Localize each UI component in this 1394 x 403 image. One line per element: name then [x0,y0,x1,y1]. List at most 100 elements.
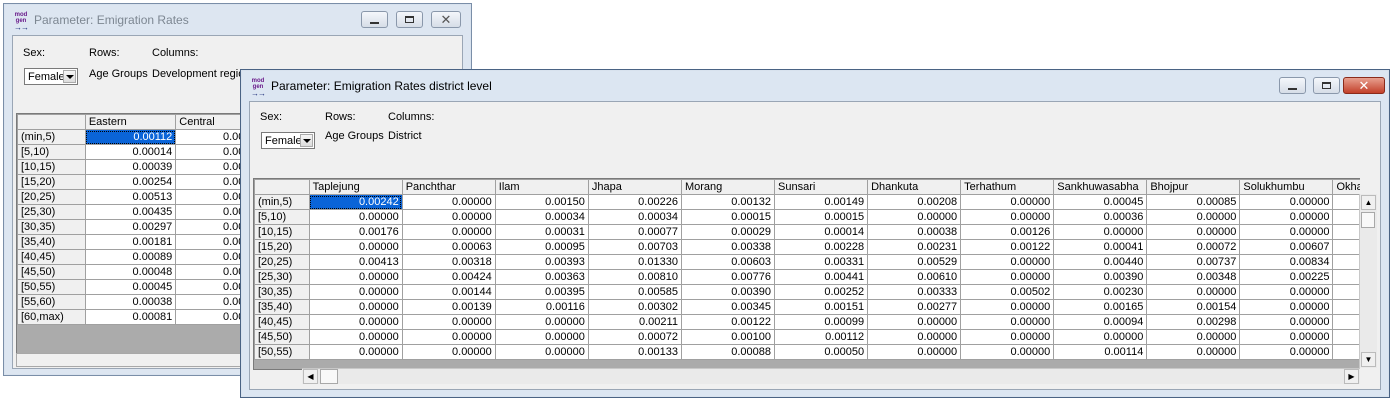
grid-cell[interactable]: 0.00095 [494,239,589,255]
row-header[interactable]: [35,40) [254,299,310,315]
grid-cell[interactable]: 0.00000 [308,299,403,315]
grid-cell[interactable]: 0.00000 [494,329,589,345]
grid-cell[interactable]: 0.00000 [1146,344,1241,360]
row-header[interactable]: (min,5) [17,129,86,145]
grid-cell[interactable]: 0.00139 [401,299,496,315]
column-header[interactable]: Sankhuwasabha [1053,179,1148,195]
grid-cell[interactable]: 0.00000 [960,194,1055,210]
row-header[interactable]: [40,45) [254,314,310,330]
column-header[interactable]: Sunsari [774,179,869,195]
grid-cell[interactable]: 0.00151 [774,299,869,315]
close-button[interactable]: ✕ [1343,77,1385,94]
grid-cell[interactable]: 0.00000 [960,269,1055,285]
row-header[interactable]: [45,50) [17,264,86,280]
grid-cell[interactable]: 0.00126 [960,224,1055,240]
grid-cell[interactable]: 0.00000 [308,209,403,225]
row-header[interactable]: [25,30) [17,204,86,220]
grid-cell[interactable]: 0.00000 [401,344,496,360]
grid-cell[interactable]: 0.00776 [680,269,776,285]
row-header[interactable]: [30,35) [254,284,310,300]
grid-cell[interactable] [1332,239,1360,255]
grid-cell[interactable]: 0.00072 [587,329,682,345]
column-header[interactable]: Jhapa [587,179,682,195]
row-header[interactable]: [25,30) [254,269,310,285]
grid-cell[interactable]: 0.00088 [680,344,776,360]
grid-cell[interactable]: 0.00231 [867,239,962,255]
title-bar[interactable]: mod gen →→ Parameter: Emigration Rates ✕ [4,4,471,34]
scroll-right-icon[interactable]: ▶ [1344,369,1359,384]
grid-cell[interactable] [1332,329,1360,345]
grid-cell[interactable]: 0.00208 [867,194,962,210]
column-header[interactable]: Dhankuta [867,179,962,195]
horizontal-scrollbar[interactable]: ◀ ▶ [302,368,1360,384]
grid-cell[interactable] [1332,314,1360,330]
grid-cell[interactable]: 0.00000 [960,254,1055,270]
grid-cell[interactable] [1332,194,1360,210]
grid-cell[interactable]: 0.00333 [867,284,962,300]
grid-cell[interactable]: 0.00000 [401,224,496,240]
maximize-button[interactable] [1313,77,1340,94]
row-header[interactable]: [30,35) [17,219,86,235]
grid-cell[interactable]: 0.00000 [494,344,589,360]
grid-cell[interactable]: 0.00737 [1146,254,1241,270]
grid-cell[interactable]: 0.00345 [680,299,776,315]
grid-cell[interactable]: 0.00031 [494,224,589,240]
grid-cell[interactable]: 0.00041 [1053,239,1148,255]
grid-cell[interactable]: 0.00703 [587,239,682,255]
grid-cell[interactable]: 0.00211 [587,314,682,330]
grid-cell[interactable]: 0.00039 [84,159,177,175]
column-header[interactable]: Bhojpur [1146,179,1241,195]
column-header[interactable]: Solukhumbu [1239,179,1334,195]
grid-cell[interactable]: 0.01330 [587,254,682,270]
grid-cell[interactable]: 0.00242 [308,194,403,210]
grid-cell[interactable]: 0.00297 [84,219,177,235]
row-header[interactable]: [35,40) [17,234,86,250]
grid-cell[interactable]: 0.00440 [1053,254,1148,270]
grid-cell[interactable]: 0.00603 [680,254,776,270]
grid-cell[interactable]: 0.00228 [774,239,869,255]
scroll-down-icon[interactable]: ▼ [1361,352,1376,367]
grid-cell[interactable]: 0.00029 [680,224,776,240]
grid-cell[interactable]: 0.00063 [401,239,496,255]
grid-cell[interactable]: 0.00000 [960,344,1055,360]
grid-cell[interactable]: 0.00112 [84,129,177,145]
grid-cell[interactable]: 0.00331 [774,254,869,270]
grid-cell[interactable]: 0.00181 [84,234,177,250]
grid-cell[interactable]: 0.00338 [680,239,776,255]
grid-cell[interactable]: 0.00114 [1053,344,1148,360]
grid-cell[interactable]: 0.00610 [867,269,962,285]
grid-cell[interactable]: 0.00048 [84,264,177,280]
grid-cell[interactable]: 0.00435 [84,204,177,220]
grid-cell[interactable]: 0.00000 [401,329,496,345]
grid-cell[interactable]: 0.00034 [587,209,682,225]
grid-cell[interactable]: 0.00000 [1146,329,1241,345]
grid-cell[interactable]: 0.00363 [494,269,589,285]
grid-cell[interactable]: 0.00014 [774,224,869,240]
grid-cell[interactable] [1332,344,1360,360]
grid-cell[interactable]: 0.00150 [494,194,589,210]
grid-cell[interactable]: 0.00277 [867,299,962,315]
chevron-down-icon[interactable] [63,70,76,83]
grid-cell[interactable]: 0.00000 [308,269,403,285]
grid-cell[interactable]: 0.00000 [308,239,403,255]
row-header[interactable]: [45,50) [254,329,310,345]
grid-cell[interactable]: 0.00810 [587,269,682,285]
maximize-button[interactable] [396,11,423,28]
grid-cell[interactable]: 0.00072 [1146,239,1241,255]
row-header[interactable]: [5,10) [254,209,310,225]
grid-cell[interactable]: 0.00081 [84,309,177,325]
grid-cell[interactable] [1332,284,1360,300]
horizontal-scroll-thumb[interactable] [320,369,338,384]
grid-cell[interactable]: 0.00132 [680,194,776,210]
grid-cell[interactable]: 0.00585 [587,284,682,300]
grid-cell[interactable]: 0.00390 [680,284,776,300]
grid-cell[interactable]: 0.00038 [867,224,962,240]
grid-cell[interactable]: 0.00000 [1146,209,1241,225]
grid-cell[interactable]: 0.00165 [1053,299,1148,315]
grid-cell[interactable]: 0.00050 [774,344,869,360]
grid-cell[interactable]: 0.00441 [774,269,869,285]
grid-cell[interactable]: 0.00000 [960,314,1055,330]
grid-cell[interactable]: 0.00112 [774,329,869,345]
grid-cell[interactable]: 0.00077 [587,224,682,240]
column-header[interactable]: Terhathum [960,179,1055,195]
